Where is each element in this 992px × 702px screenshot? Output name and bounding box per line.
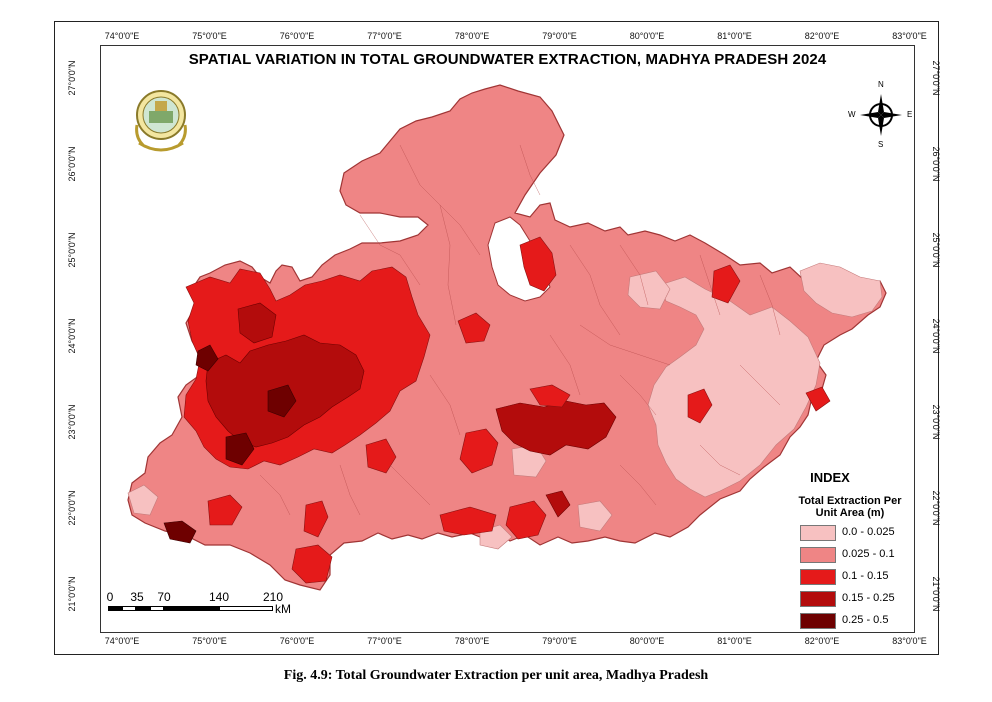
legend-subtitle: Total Extraction Per Unit Area (m)	[775, 495, 925, 519]
region-low-west	[127, 484, 159, 516]
lon-tick-top: 82°0'0"E	[804, 31, 840, 41]
lon-tick-top: 75°0'0"E	[192, 31, 227, 41]
region-red-southwest-1	[207, 494, 243, 526]
scale-label-35: 35	[130, 590, 144, 604]
lon-tick-top: 81°0'0"E	[717, 31, 752, 41]
lon-tick-top: 78°0'0"E	[454, 31, 490, 41]
lat-tick-left: 24°0'0"N	[67, 318, 77, 354]
lon-tick-bottom: 76°0'0"E	[279, 636, 315, 646]
lon-tick-bottom: 78°0'0"E	[454, 636, 490, 646]
region-low-north-central	[627, 270, 671, 310]
region-red-south-4	[505, 500, 547, 540]
legend-subtitle-line2: Unit Area (m)	[815, 507, 885, 519]
region-red-southwest-2	[303, 500, 329, 538]
compass-s: S	[878, 140, 884, 149]
scale-label-210: 210	[262, 590, 284, 604]
region-red-east	[687, 388, 713, 424]
lat-tick-left: 22°0'0"N	[67, 490, 77, 526]
map-title: SPATIAL VARIATION IN TOTAL GROUNDWATER E…	[188, 51, 827, 68]
region-red-north	[519, 236, 557, 292]
map-canvas: SPATIAL VARIATION IN TOTAL GROUNDWATER E…	[100, 45, 915, 633]
region-central-red	[529, 384, 571, 408]
lat-tick-left: 25°0'0"N	[67, 232, 77, 268]
scale-seg-5	[164, 606, 219, 611]
lon-tick-top: 74°0'0"E	[104, 31, 140, 41]
compass-w: W	[848, 110, 856, 119]
state-emblem-icon	[135, 90, 187, 152]
legend-label: 0.0 - 0.025	[842, 526, 895, 538]
lon-tick-bottom: 79°0'0"E	[542, 636, 577, 646]
region-extreme-1	[267, 384, 297, 418]
legend-subtitle-line1: Total Extraction Per	[798, 495, 902, 507]
legend-label: 0.25 - 0.5	[842, 614, 889, 626]
region-low-northeast	[799, 262, 883, 318]
lon-tick-bottom: 77°0'0"E	[367, 636, 402, 646]
lat-tick-right: 26°0'0"N	[931, 146, 941, 182]
region-low-east	[647, 276, 821, 498]
scale-seg-2	[122, 606, 136, 611]
lon-tick-top: 77°0'0"E	[367, 31, 402, 41]
legend-label: 0.15 - 0.25	[842, 592, 895, 604]
compass-e: E	[907, 110, 913, 119]
lon-tick-bottom: 80°0'0"E	[629, 636, 665, 646]
lon-tick-top: 80°0'0"E	[629, 31, 665, 41]
scale-seg-1	[108, 606, 122, 611]
lat-tick-right: 25°0'0"N	[931, 232, 941, 268]
scale-seg-4	[150, 606, 164, 611]
region-extreme-2	[225, 432, 255, 466]
compass-rose-icon: N S E W	[846, 80, 916, 150]
legend-swatch	[800, 569, 836, 585]
scale-label-0: 0	[106, 590, 114, 604]
lon-tick-bottom: 83°0'0"E	[892, 636, 927, 646]
figure-caption: Fig. 4.9: Total Groundwater Extraction p…	[283, 668, 709, 683]
legend-label: 0.1 - 0.15	[842, 570, 889, 582]
legend: INDEX Total Extraction Per Unit Area (m)…	[775, 470, 945, 629]
legend-label: 0.025 - 0.1	[842, 548, 895, 560]
lon-tick-top: 79°0'0"E	[542, 31, 577, 41]
region-red-southwest-3	[291, 544, 333, 584]
lat-tick-left: 23°0'0"N	[67, 404, 77, 440]
region-red-south-1	[459, 428, 499, 474]
district-boundaries	[259, 144, 781, 516]
lat-tick-left: 27°0'0"N	[67, 60, 77, 96]
lat-tick-right: 24°0'0"N	[931, 318, 941, 354]
region-red-south-3	[439, 506, 497, 536]
region-low-south2	[577, 500, 613, 532]
lat-tick-right: 23°0'0"N	[931, 404, 941, 440]
legend-swatch	[800, 613, 836, 629]
lon-tick-top: 76°0'0"E	[279, 31, 315, 41]
region-darkred-south	[545, 490, 571, 518]
legend-swatch	[800, 591, 836, 607]
lon-tick-bottom: 74°0'0"E	[104, 636, 140, 646]
region-extreme-4	[163, 520, 197, 544]
lat-tick-right: 27°0'0"N	[931, 60, 941, 96]
legend-title: INDEX	[810, 470, 850, 485]
lon-tick-bottom: 82°0'0"E	[804, 636, 840, 646]
scale-label-70: 70	[157, 590, 171, 604]
region-red-far-east	[805, 386, 831, 412]
lat-tick-left: 21°0'0"N	[67, 576, 77, 612]
lat-tick-left: 26°0'0"N	[67, 146, 77, 182]
compass-n: N	[878, 80, 884, 89]
lat-tick-right: 21°0'0"N	[931, 576, 941, 612]
scale-unit: kM	[275, 602, 291, 616]
region-veryhigh-north	[237, 302, 277, 344]
region-extreme-3	[195, 344, 219, 372]
lon-tick-top: 83°0'0"E	[892, 31, 927, 41]
legend-swatch	[800, 547, 836, 563]
region-red-center-north	[457, 312, 491, 344]
scale-seg-3	[136, 606, 150, 611]
scale-seg-6	[219, 606, 273, 611]
scale-label-140: 140	[208, 590, 230, 604]
legend-swatch	[800, 525, 836, 541]
region-red-south-2	[365, 438, 397, 474]
lon-tick-bottom: 75°0'0"E	[192, 636, 227, 646]
district-map	[127, 84, 887, 591]
lon-tick-bottom: 81°0'0"E	[717, 636, 752, 646]
